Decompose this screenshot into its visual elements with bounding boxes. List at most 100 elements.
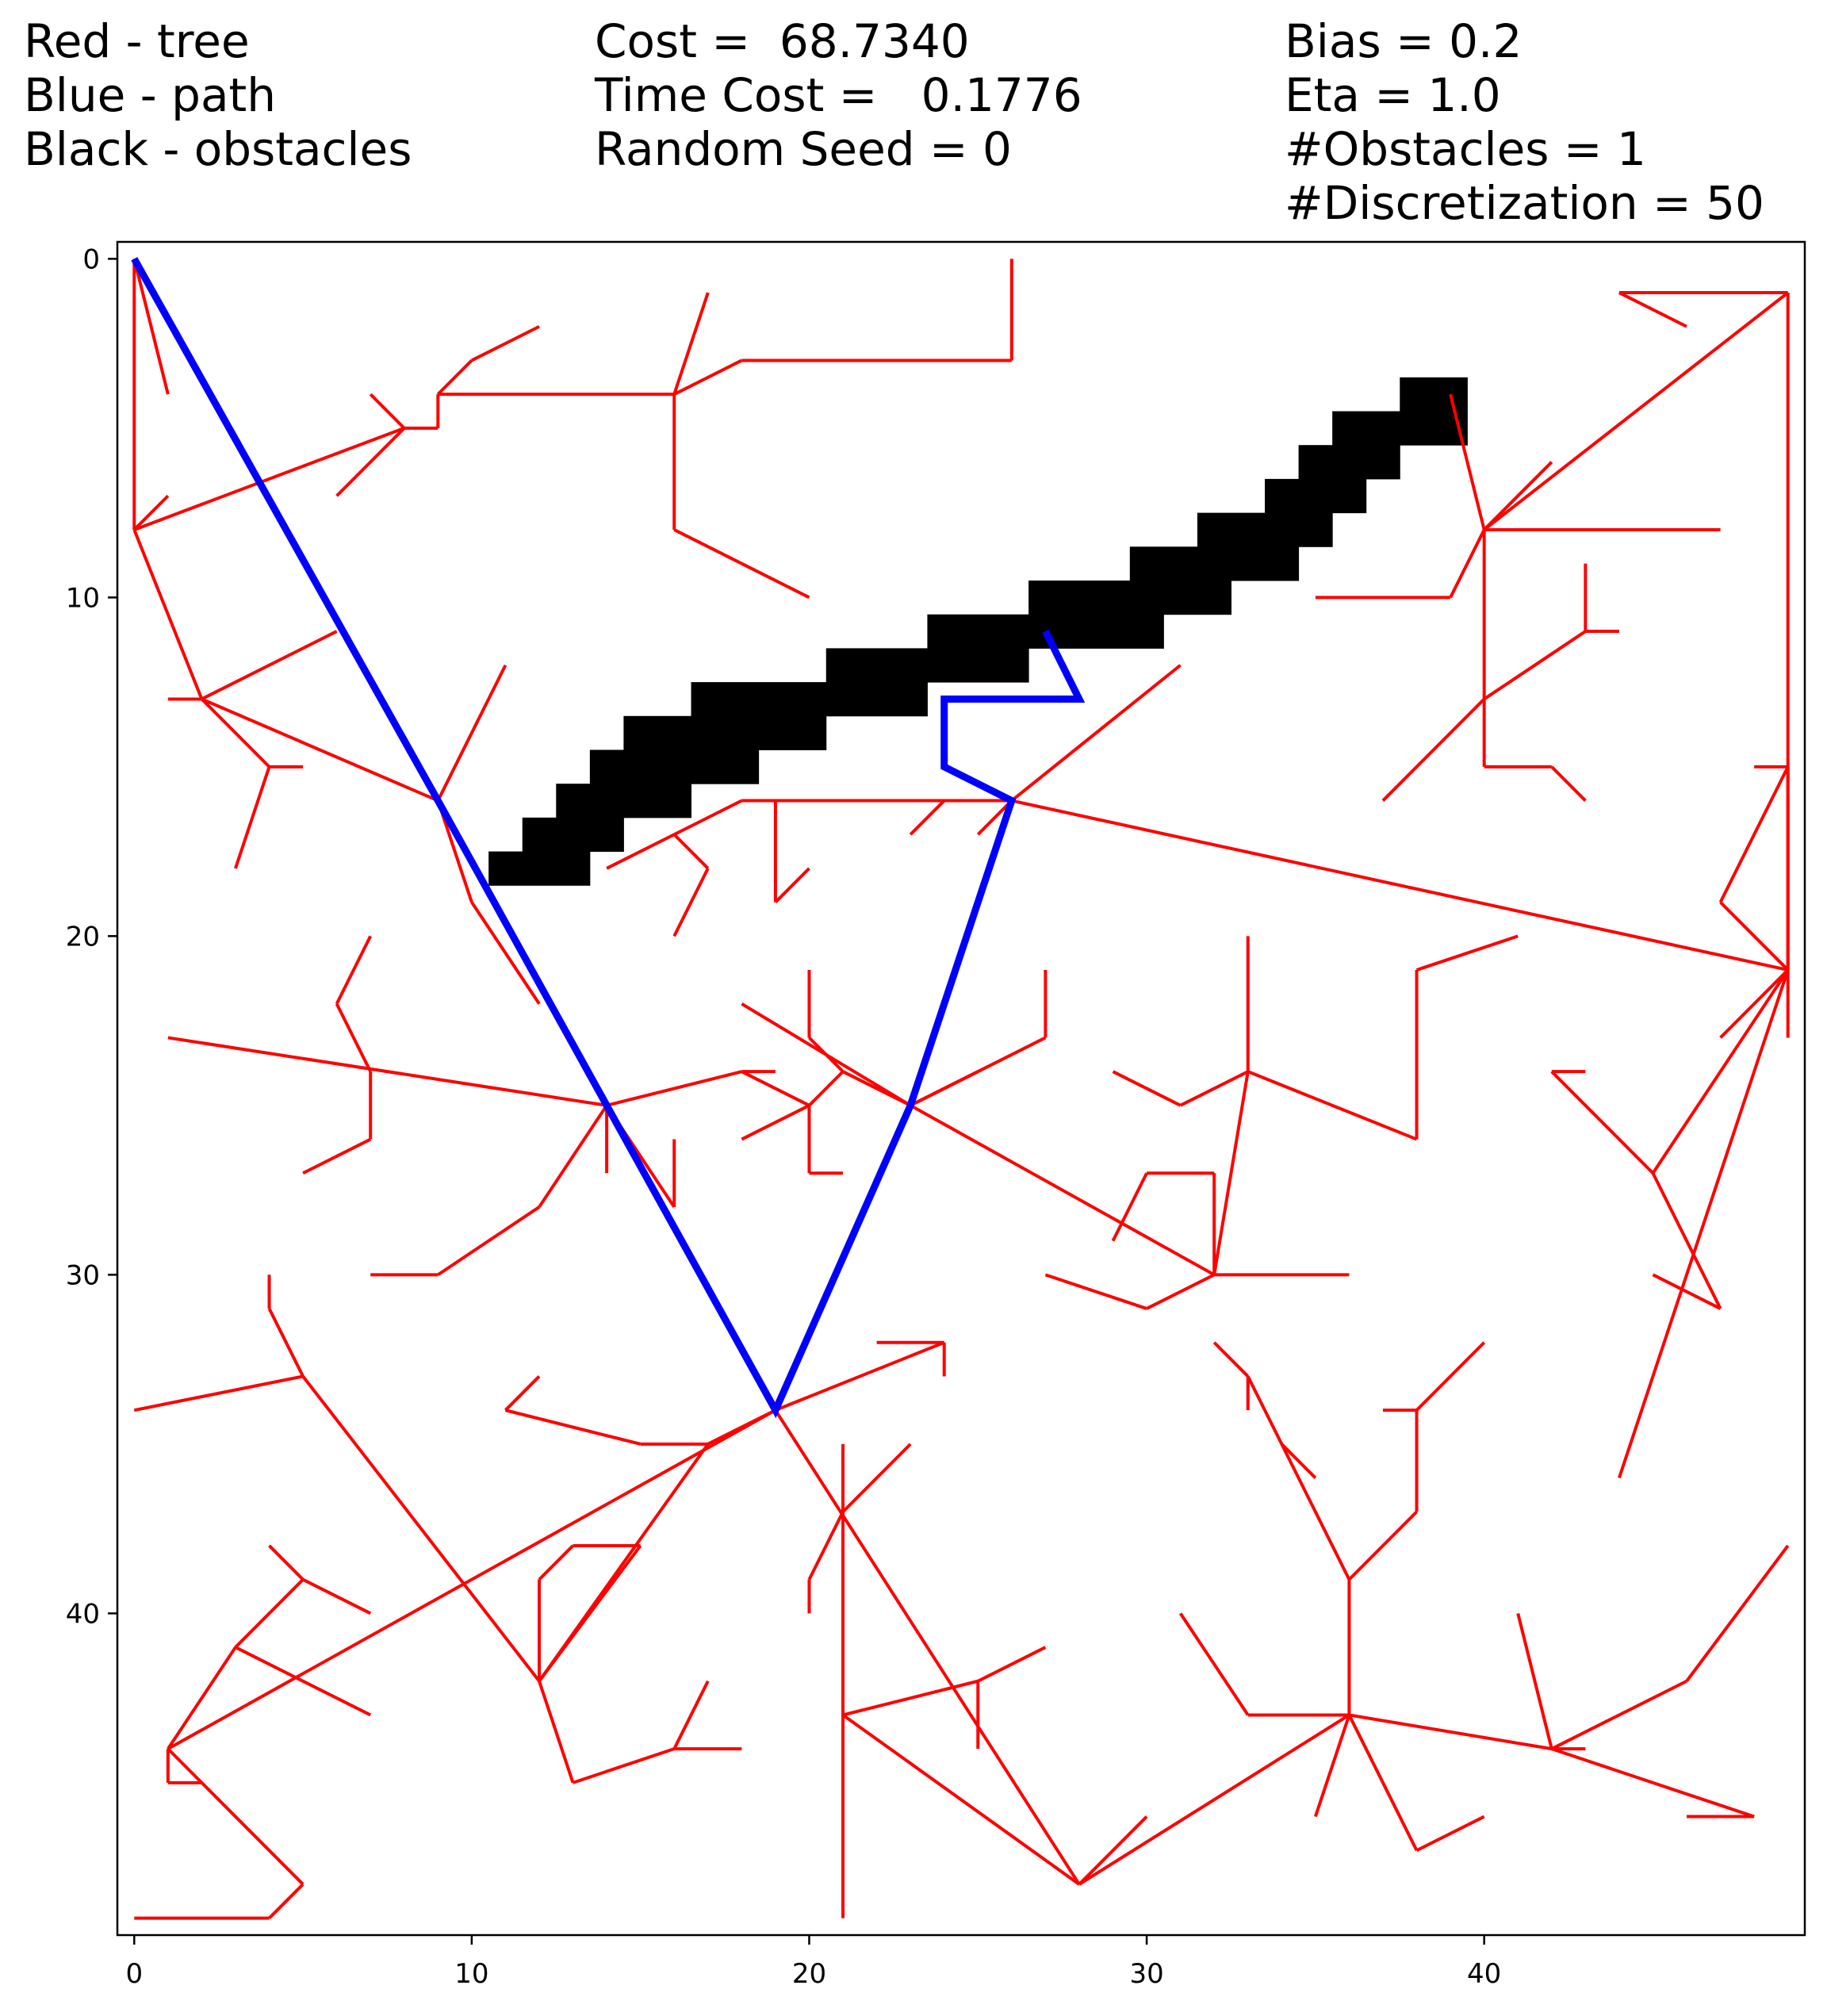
obstacle-cell <box>1332 411 1400 446</box>
tree-edge <box>1652 1273 1722 1310</box>
tree-edge <box>741 1070 810 1107</box>
tree-edge <box>133 426 405 531</box>
tree-edge <box>741 1104 810 1141</box>
stats-text-block: Cost = 68.7340 Time Cost = 0.1776 Random… <box>595 14 1082 176</box>
tree-edge <box>268 1883 304 1920</box>
tree-edge <box>234 766 271 869</box>
tree-edge <box>842 1070 912 1107</box>
tree-edge <box>910 1070 979 1107</box>
obstacle-cell <box>623 715 827 750</box>
tree-edge <box>672 833 710 870</box>
random-seed-label: Random Seed = 0 <box>595 122 1012 176</box>
tree-edge <box>167 1646 237 1750</box>
tree-edge <box>1719 968 1790 1039</box>
tree-edge <box>1449 529 1486 599</box>
tree-edge <box>302 1577 372 1615</box>
obstacle-cell <box>556 784 692 818</box>
tree-edge <box>335 427 406 497</box>
tree-edge <box>267 1308 304 1378</box>
tree-edge <box>1348 1510 1418 1581</box>
tree-edge <box>335 1002 372 1073</box>
tree-edge <box>1010 664 1182 803</box>
tree-edge <box>1550 1679 1687 1750</box>
obstacle-cell <box>691 682 928 717</box>
params-text-block: Bias = 0.2 Eta = 1.0 #Obstacles = 1 #Dis… <box>1285 14 1764 230</box>
path-line <box>131 257 1086 1419</box>
y-tick-label: 10 <box>66 582 100 614</box>
obstacle-cell <box>589 749 760 784</box>
tree-edge <box>1651 968 1790 1175</box>
tree-edge <box>201 630 338 701</box>
legend-path-label: Blue - path <box>24 68 277 122</box>
tree-edge <box>1516 1612 1553 1750</box>
time-cost-label: Time Cost = 0.1776 <box>595 68 1082 122</box>
tree-edge <box>234 1578 304 1649</box>
tree-edge <box>335 935 372 1005</box>
tree-edge <box>1280 1443 1317 1479</box>
obstacle-cell <box>1028 581 1231 615</box>
legend-obstacles-label: Black - obstacles <box>24 122 412 176</box>
tree-edge <box>1044 1273 1147 1310</box>
tree-edge <box>910 1104 1216 1277</box>
tree-edge <box>1246 1375 1351 1581</box>
obstacles-layer <box>488 377 1468 886</box>
x-tick-label: 40 <box>1467 1958 1501 1990</box>
obstacles-count-label: #Obstacles = 1 <box>1285 122 1646 176</box>
tree-edge <box>538 1544 642 1682</box>
tree-edge <box>1415 1341 1486 1412</box>
axes-frame <box>116 240 1806 1937</box>
tree-edge <box>369 393 406 430</box>
tree-edge <box>1078 1815 1148 1886</box>
tree-edge <box>470 901 541 1005</box>
tree-edge <box>436 359 473 396</box>
tree-edge <box>1247 1070 1418 1141</box>
tree-edge <box>1381 698 1486 802</box>
tree-edge <box>1483 461 1553 531</box>
tree-layer <box>132 258 1790 1920</box>
tree-edge <box>437 1205 541 1277</box>
x-tick-label: 30 <box>1129 1958 1163 1990</box>
tree-edge <box>1550 1070 1654 1175</box>
tree-edge <box>1212 1341 1250 1378</box>
x-tick-label: 20 <box>792 1958 826 1990</box>
obstacle-cell <box>488 851 591 886</box>
bias-label: Bias = 0.2 <box>1285 14 1522 68</box>
tree-edge <box>774 1409 1081 1886</box>
tree-edge <box>1078 1713 1350 1886</box>
tree-edge <box>200 698 270 768</box>
y-tick-label: 0 <box>82 243 100 275</box>
tree-edge <box>538 1681 575 1784</box>
tree-edge <box>1618 291 1687 328</box>
tree-edge <box>1178 1612 1250 1716</box>
tree-edge <box>1347 1714 1419 1852</box>
y-tick-label: 30 <box>66 1259 100 1291</box>
tree-edge <box>1112 1070 1182 1107</box>
tree-edge <box>774 867 810 904</box>
tree-edge <box>807 1511 845 1581</box>
tree-edge <box>1618 969 1790 1479</box>
tree-edge <box>504 1375 541 1412</box>
legend-text-block: Red - tree Blue - path Black - obstacles <box>24 14 412 176</box>
tree-edge <box>909 799 946 836</box>
tree-edge <box>977 1646 1047 1683</box>
tree-edge <box>672 868 710 937</box>
tree-edge <box>1719 901 1790 972</box>
tree-edge <box>1415 1815 1485 1853</box>
tree-edge <box>1651 1172 1722 1309</box>
obstacle-cell <box>1400 377 1468 412</box>
tree-edge <box>673 358 743 396</box>
tree-edge <box>808 1070 845 1107</box>
tree-edge <box>775 1340 945 1412</box>
tree-edge <box>1551 1747 1755 1819</box>
tree-edge <box>1313 1714 1351 1818</box>
tree-edge <box>808 1037 845 1073</box>
tree-edge <box>1146 1273 1216 1310</box>
tree-edge <box>1212 1071 1250 1275</box>
obstacle-cell <box>1197 512 1333 547</box>
ticks-layer: 0 10 20 30 40 0 10 20 30 40 <box>66 243 1502 1990</box>
tree-edge <box>672 292 710 395</box>
tree-edge <box>572 1747 675 1784</box>
obstacle-cell <box>1265 478 1367 514</box>
tree-edge <box>538 1104 608 1209</box>
